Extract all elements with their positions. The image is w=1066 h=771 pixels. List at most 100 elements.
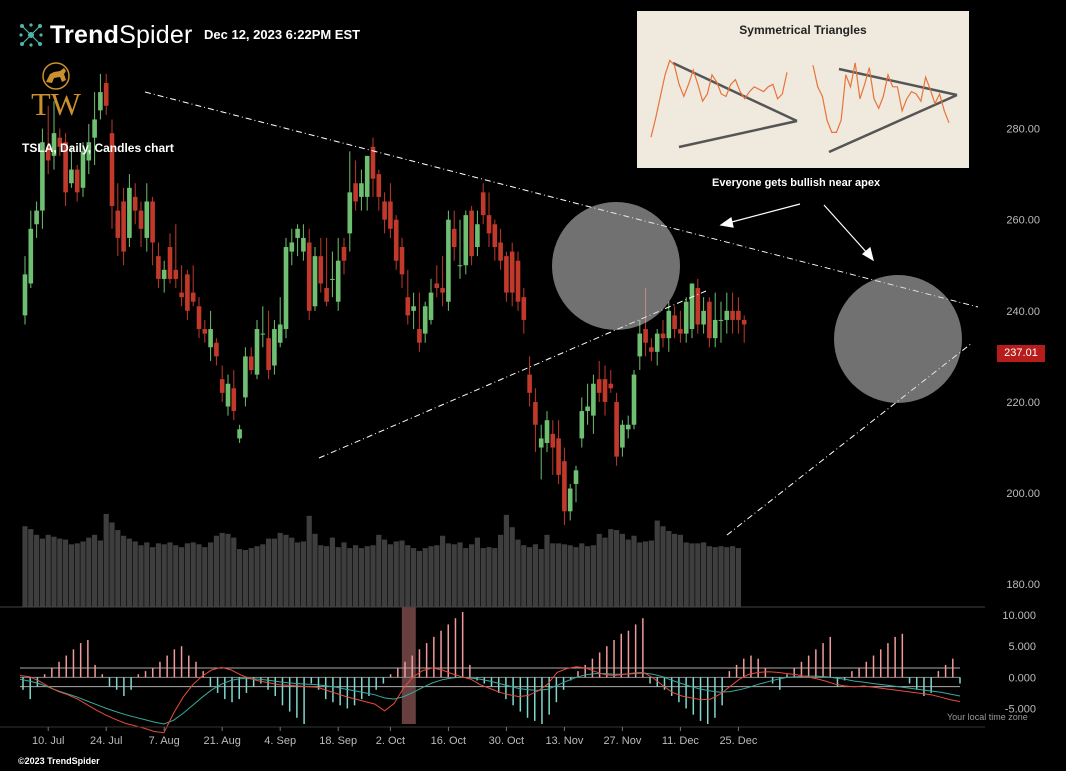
volume-bar — [179, 547, 185, 607]
volume-bar — [556, 543, 562, 607]
candle-body — [521, 297, 527, 320]
volume-bar — [324, 546, 330, 607]
candle-body — [718, 319, 724, 321]
candle-body — [283, 247, 289, 330]
volume-bar — [173, 545, 179, 607]
brand-name-light: Spider — [119, 20, 193, 49]
price-axis-tick: 280.00 — [1006, 124, 1040, 136]
tw-logo-text: TW — [31, 86, 81, 122]
candle-body — [34, 210, 39, 225]
volume-bar — [666, 531, 672, 607]
volume-bar — [277, 532, 283, 607]
candle-body — [103, 83, 109, 106]
volume-bar — [532, 544, 538, 607]
candle-body — [109, 133, 115, 207]
volume-bar — [341, 542, 347, 607]
candle-body — [550, 433, 556, 448]
candle-body — [69, 169, 74, 184]
trendline-upper — [144, 91, 979, 308]
candle-body — [214, 342, 219, 357]
volume-bar — [364, 546, 370, 607]
candle-body — [254, 329, 260, 375]
volume-bar — [677, 534, 683, 607]
volume-bar — [550, 543, 556, 607]
volume-bar — [347, 548, 353, 607]
candle-body — [92, 119, 97, 138]
volume-bar — [318, 545, 324, 607]
time-axis-tick: 7. Aug — [149, 735, 180, 747]
brand-logo: TrendSpider — [18, 20, 193, 50]
volume-bar — [660, 526, 666, 607]
volume-bar — [706, 546, 712, 607]
candle-body — [173, 269, 179, 279]
apex-circle-left — [552, 202, 680, 330]
candle-body — [225, 383, 231, 407]
time-axis-tick: 25. Dec — [719, 735, 757, 747]
candle-body — [695, 288, 701, 325]
volume-bar — [237, 549, 243, 607]
volume-bar — [631, 535, 637, 607]
price-axis-tick: 180.00 — [1006, 579, 1040, 591]
inset-right-upper-line — [838, 67, 958, 97]
volume-bar — [561, 544, 567, 607]
volume-bar — [689, 543, 695, 607]
candle-body — [434, 283, 440, 289]
copyright: ©2023 TrendSpider — [18, 756, 100, 766]
candle-body — [608, 383, 614, 389]
volume-bar — [544, 534, 550, 607]
volume-bar — [405, 545, 411, 607]
candle-body — [678, 329, 683, 334]
candle-body — [150, 201, 155, 243]
volume-bar — [393, 541, 399, 607]
volume-bar — [208, 542, 214, 607]
candle-body — [527, 374, 532, 393]
volume-bar — [196, 544, 202, 607]
candle-body — [80, 151, 86, 188]
candle-body — [469, 210, 474, 257]
candle-body — [428, 292, 434, 320]
candle-body — [736, 310, 741, 320]
macd-axis-tick: -5.000 — [1005, 703, 1036, 715]
candle-body — [98, 92, 103, 111]
macd-signal-line — [19, 672, 961, 725]
candle-body — [475, 224, 480, 248]
candle-body — [179, 292, 184, 298]
candle-body — [707, 301, 712, 339]
candle-body — [376, 174, 382, 197]
candle-body — [353, 183, 358, 202]
candle-body — [422, 306, 428, 334]
time-axis-tick: 21. Aug — [204, 735, 241, 747]
volume-bar — [614, 530, 620, 607]
candle-body — [341, 247, 347, 261]
volume-bar — [515, 539, 521, 607]
volume-bar — [585, 546, 591, 607]
volume-bar — [202, 547, 208, 607]
macd-histogram — [20, 612, 961, 724]
volume-bar — [358, 548, 364, 607]
volume-bar — [602, 537, 608, 607]
candle-body — [602, 379, 608, 402]
candle-body — [306, 242, 312, 311]
candle-body — [45, 146, 51, 161]
candle-body — [730, 310, 735, 320]
arrow-right-shaft — [823, 204, 869, 255]
time-axis-tick: 2. Oct — [376, 735, 405, 747]
apex-circle-right — [834, 275, 962, 403]
volume-bar — [579, 543, 585, 607]
candle-body — [417, 329, 422, 343]
volume-bar — [637, 542, 643, 607]
candle-body — [196, 306, 202, 330]
volume-bar — [521, 545, 527, 607]
volume-bar — [28, 529, 34, 607]
volume-bar — [422, 548, 428, 607]
candle-body — [190, 292, 196, 302]
candle-body — [63, 142, 68, 193]
volume-bar — [474, 537, 480, 607]
volume-bar — [695, 543, 701, 607]
volume-bar — [416, 550, 422, 607]
volume-bar — [724, 547, 730, 607]
candle-body — [660, 333, 666, 339]
candle-body — [544, 420, 550, 443]
candle-body — [741, 319, 747, 325]
volume-bar — [718, 546, 724, 607]
